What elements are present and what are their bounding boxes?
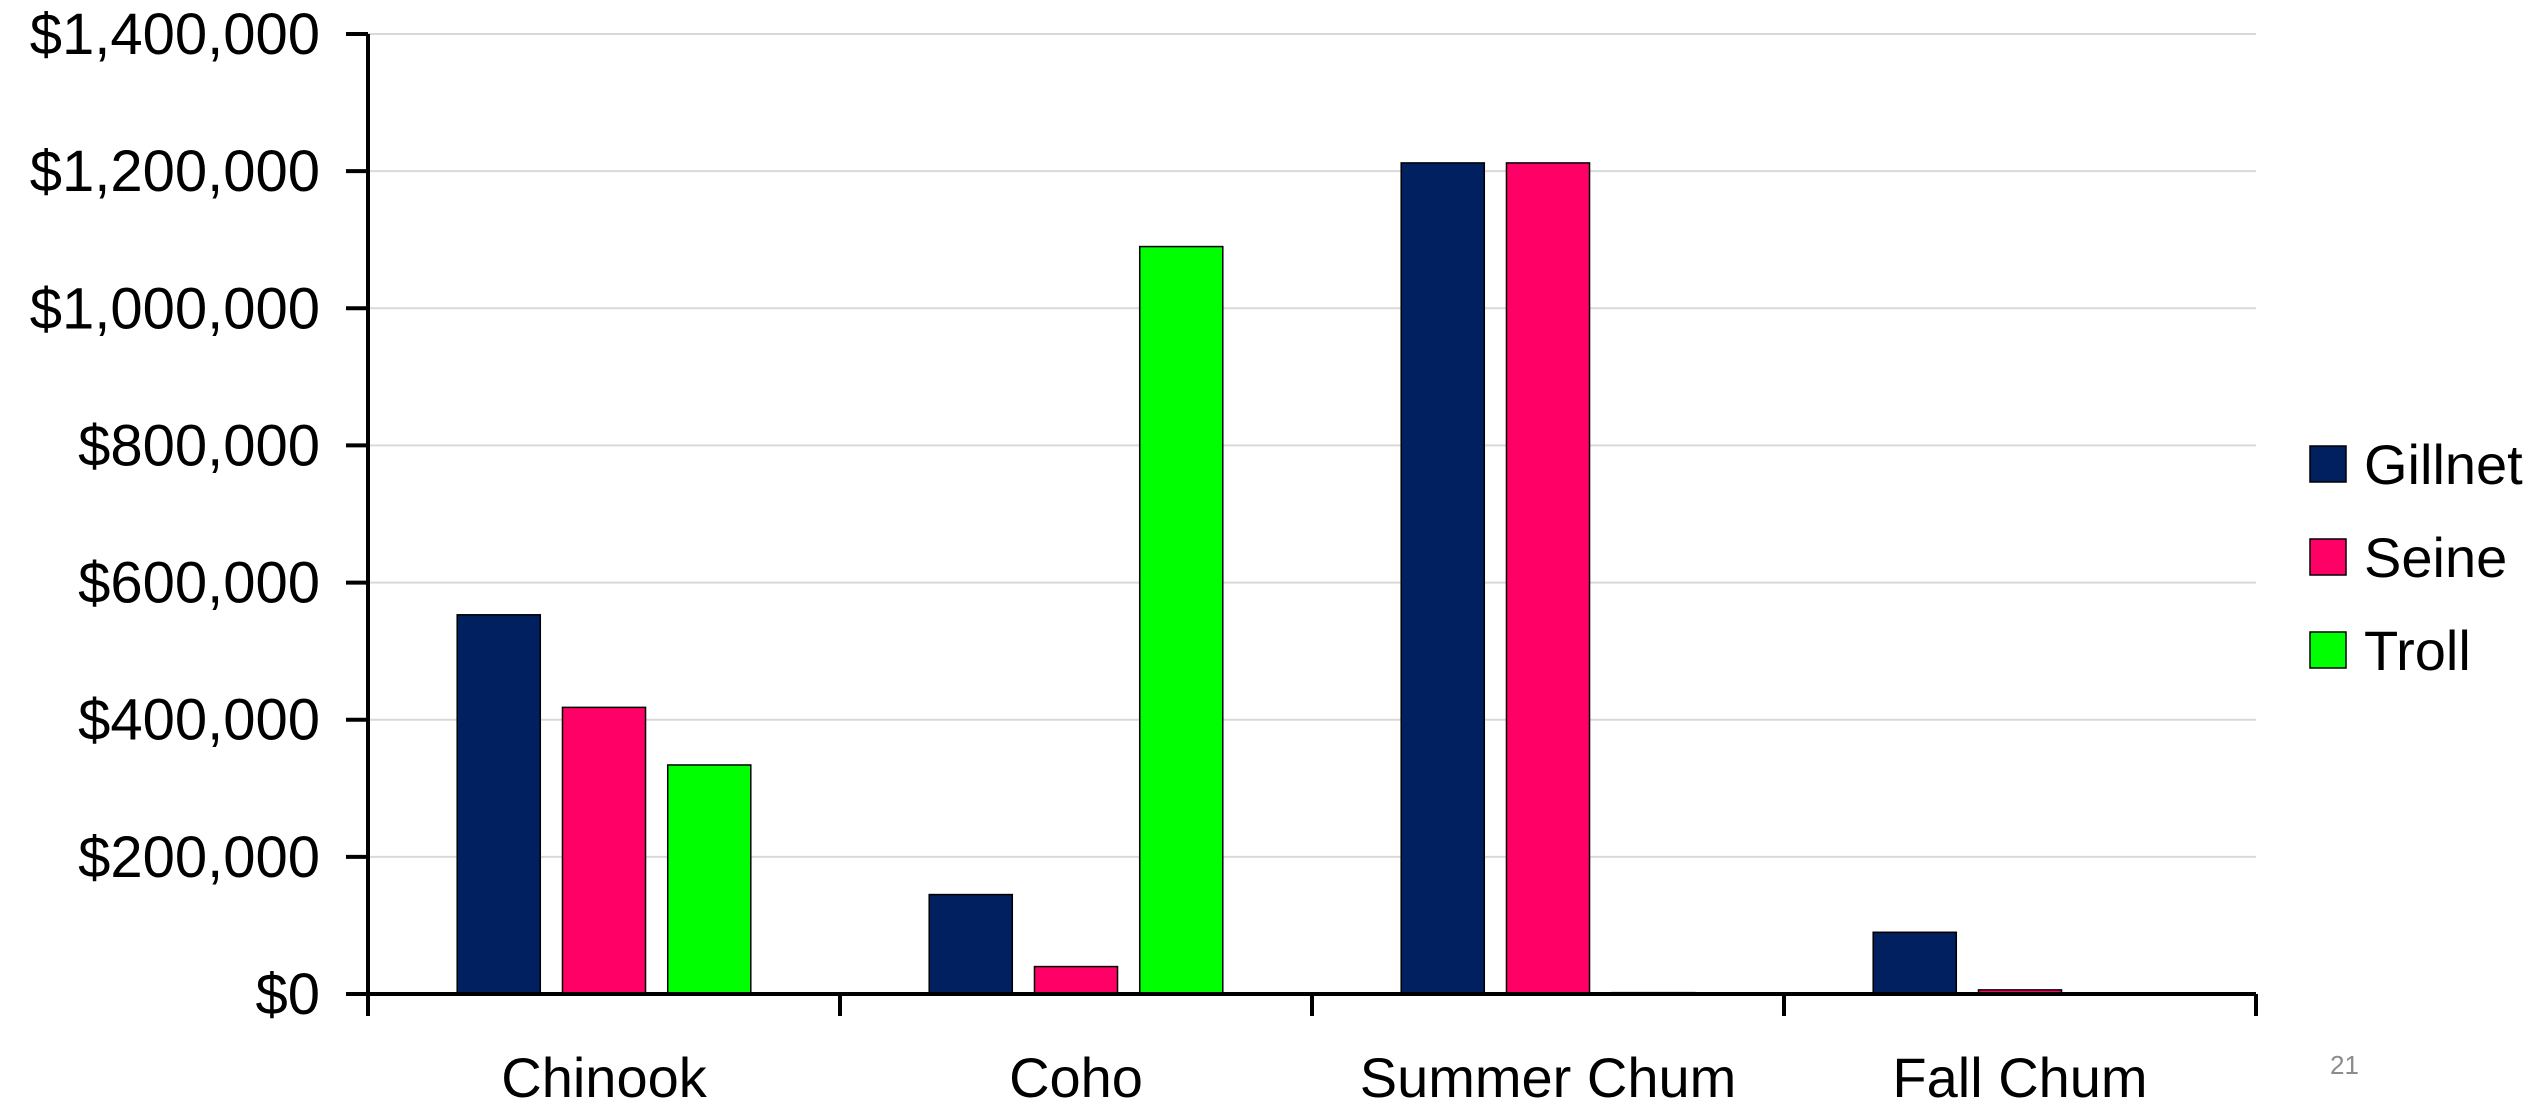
bar-gillnet-fall-chum [1872, 931, 1958, 995]
y-tick-label: $600,000 [78, 551, 320, 616]
bar-seine-coho [1033, 965, 1119, 995]
x-axis-categories: Chinook Coho Summer Chum Fall Chum [366, 994, 2258, 1102]
bar-troll-coho [1138, 245, 1224, 995]
y-axis-ticks: $0 $200,000 $400,000 $600,000 $800,000 $1,000… [30, 2, 368, 1027]
bar-seine-chinook [561, 706, 647, 995]
y-tick-label: $400,000 [78, 688, 320, 753]
bar-gillnet-coho [928, 893, 1014, 995]
page-number: 21 [2330, 1050, 2359, 1080]
gridlines [368, 33, 2256, 858]
legend: Gillnet Seine Troll [2309, 433, 2523, 682]
bar-gillnet-chinook [456, 614, 542, 995]
x-category-label: Coho [1009, 1046, 1143, 1102]
axes [346, 34, 2256, 1016]
x-category-label: Fall Chum [1892, 1046, 2147, 1102]
legend-swatch-troll [2309, 631, 2347, 669]
bar-troll-chinook [666, 764, 752, 995]
legend-label-gillnet: Gillnet [2364, 433, 2523, 496]
y-tick-label: $800,000 [78, 413, 320, 478]
y-tick-label: $0 [255, 962, 320, 1027]
bar-seine-summer-chum [1505, 162, 1591, 995]
legend-swatch-seine [2309, 538, 2347, 576]
y-tick-label: $1,400,000 [30, 2, 320, 67]
x-category-label: Chinook [501, 1046, 707, 1102]
legend-swatch-gillnet [2309, 445, 2347, 483]
legend-label-troll: Troll [2364, 619, 2471, 682]
y-tick-label: $200,000 [78, 825, 320, 890]
legend-label-seine: Seine [2364, 526, 2507, 589]
bars [456, 162, 2063, 995]
y-tick-label: $1,200,000 [30, 139, 320, 204]
y-tick-label: $1,000,000 [30, 276, 320, 341]
bar-gillnet-summer-chum [1400, 162, 1486, 995]
x-category-label: Summer Chum [1360, 1046, 1737, 1102]
